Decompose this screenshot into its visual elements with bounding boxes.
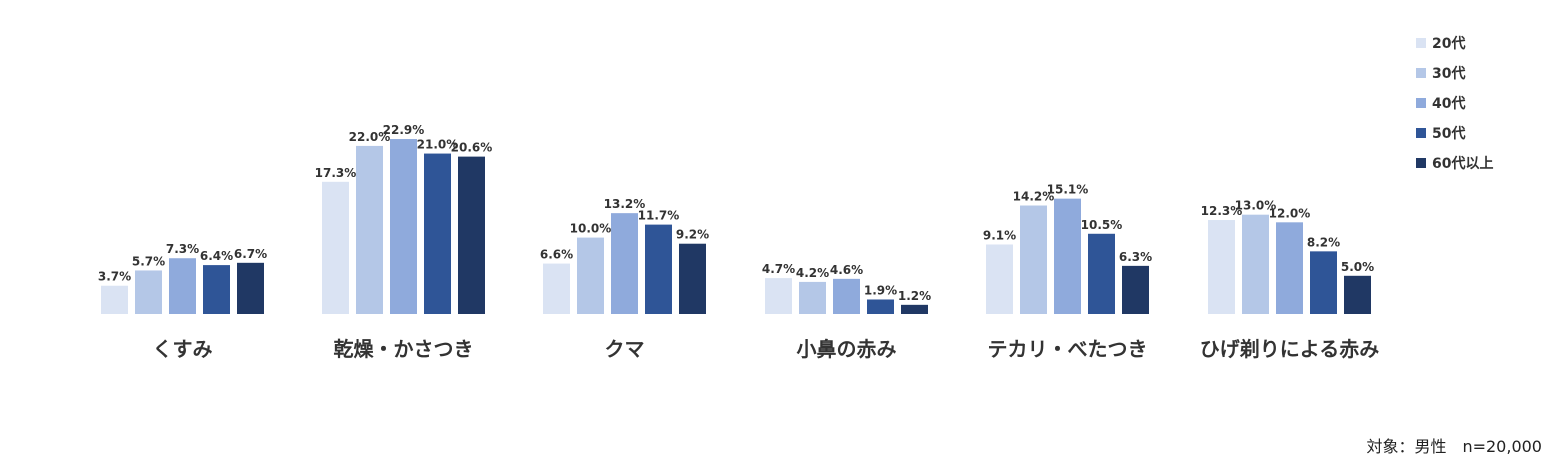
bar [901, 304, 928, 314]
bar [543, 263, 570, 314]
bar [833, 278, 860, 314]
bar [1088, 233, 1115, 314]
data-label: 13.0% [1235, 199, 1277, 213]
bar [1020, 205, 1047, 314]
bar [1276, 222, 1303, 314]
category-labels-layer: くすみ 乾燥・かさつき クマ 小鼻の赤み テカリ・べたつき ひげ剃りによる赤み [153, 337, 1380, 361]
legend-swatch [1416, 128, 1426, 138]
bar [1310, 251, 1337, 314]
data-label: 8.2% [1307, 235, 1340, 249]
data-label: 21.0% [417, 138, 459, 152]
data-label: 10.5% [1081, 218, 1123, 232]
data-label: 1.9% [864, 283, 897, 297]
legend-swatch [1416, 158, 1426, 168]
legend-label: 20代 [1432, 35, 1465, 52]
data-label: 17.3% [315, 166, 357, 180]
bar [1208, 220, 1235, 314]
legend-label: 30代 [1432, 65, 1465, 82]
data-label: 1.2% [898, 289, 931, 303]
bar [458, 156, 485, 314]
data-label: 5.7% [132, 254, 165, 268]
bar [135, 270, 162, 314]
legend: 20代 30代 40代 50代 60代以上 [1416, 35, 1493, 172]
bar [577, 237, 604, 314]
data-label: 5.0% [1341, 260, 1374, 274]
category-label: 小鼻の赤み [797, 337, 897, 361]
bar [645, 224, 672, 314]
legend-swatch [1416, 68, 1426, 78]
bars-layer [101, 139, 1371, 314]
bar [611, 213, 638, 314]
legend-swatch [1416, 98, 1426, 108]
data-label: 22.9% [383, 123, 425, 137]
data-label: 6.3% [1119, 250, 1152, 264]
legend-label: 50代 [1432, 125, 1465, 142]
bar [203, 265, 230, 314]
bar [356, 145, 383, 314]
value-labels-layer: 3.7%5.7%7.3% 6.4% 6.7% 17.3% 22.0%22.9%21.0%… [98, 123, 1374, 303]
bar [799, 281, 826, 314]
data-label: 13.2% [604, 197, 646, 211]
legend-label: 60代以上 [1432, 155, 1493, 172]
bar [169, 258, 196, 314]
bar [986, 244, 1013, 314]
bar [101, 285, 128, 314]
data-label: 15.1% [1047, 183, 1089, 197]
bar [237, 262, 264, 314]
bar [1242, 214, 1269, 314]
data-label: 3.7% [98, 270, 131, 284]
category-label: テカリ・べたつき [988, 337, 1148, 361]
category-label: くすみ [153, 337, 213, 361]
bar [679, 243, 706, 314]
data-label: 11.7% [638, 209, 680, 223]
category-label: ひげ剃りによる赤み [1200, 337, 1379, 361]
bar [1054, 198, 1081, 314]
bar [424, 153, 451, 314]
legend-swatch [1416, 38, 1426, 48]
data-label: 6.6% [540, 248, 573, 262]
category-label: クマ [605, 337, 645, 361]
legend-label: 40代 [1432, 95, 1465, 112]
data-label: 4.2% [796, 266, 829, 280]
data-label: 4.6% [830, 263, 863, 277]
data-label: 20.6% [451, 141, 493, 155]
data-label: 6.4% [200, 249, 233, 263]
bar [390, 139, 417, 314]
category-label: 乾燥・かさつき [334, 337, 474, 361]
bar [867, 299, 894, 314]
data-label: 7.3% [166, 242, 199, 256]
bar [1122, 265, 1149, 314]
data-label: 9.1% [983, 228, 1016, 242]
data-label: 14.2% [1013, 190, 1055, 204]
data-label: 6.7% [234, 247, 267, 261]
data-label: 22.0% [349, 130, 391, 144]
data-label: 12.3% [1201, 204, 1243, 218]
data-label: 12.0% [1269, 206, 1311, 220]
bar [1344, 275, 1371, 314]
bar [322, 181, 349, 314]
sample-note: 対象：男性 n=20,000 [1366, 437, 1542, 456]
bar [765, 278, 792, 314]
data-label: 4.7% [762, 262, 795, 276]
data-label: 10.0% [570, 222, 612, 236]
data-label: 9.2% [676, 228, 709, 242]
